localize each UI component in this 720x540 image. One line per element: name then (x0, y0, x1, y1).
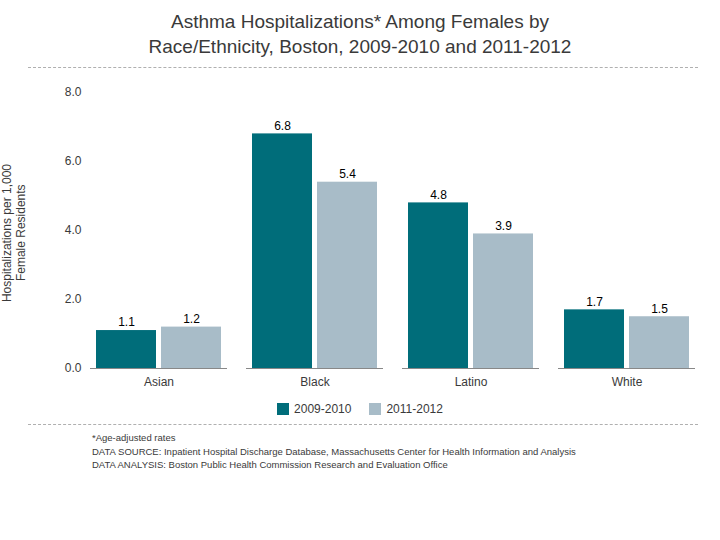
svg-text:4.8: 4.8 (430, 188, 447, 202)
svg-text:Black: Black (300, 375, 330, 389)
html-text:Asthma Hospitalizations* Among: Asthma Hospitalizations* Among Females b… (148, 11, 572, 57)
svg-text:1.5: 1.5 (651, 302, 668, 316)
svg-text:2.0: 2.0 (65, 293, 82, 307)
svg-text:3.9: 3.9 (495, 219, 512, 233)
svg-text:Asian: Asian (144, 375, 174, 389)
svg-text:1.7: 1.7 (586, 295, 603, 309)
html-text:2011-2012: 2011-2012 (386, 402, 443, 417)
svg-text:1.1: 1.1 (118, 316, 135, 330)
svg-text:6.8: 6.8 (274, 119, 291, 133)
svg-text:White: White (612, 375, 643, 389)
html-text:Hospitalizations per 1,000 Fem: Hospitalizations per 1,000 Female Reside… (0, 164, 28, 303)
svg-text:4.0: 4.0 (65, 224, 82, 238)
html-text:*Age-adjusted rates DATA SOURC: *Age-adjusted rates DATA SOURCE: Inpatie… (92, 432, 576, 470)
svg-text:Latino: Latino (455, 375, 488, 389)
svg-text:0.0: 0.0 (65, 362, 82, 376)
svg-text:5.4: 5.4 (339, 167, 356, 181)
svg-text:6.0: 6.0 (65, 155, 82, 169)
svg-text:1.2: 1.2 (183, 312, 200, 326)
html-text:2009-2010: 2009-2010 (294, 402, 352, 417)
svg-text:8.0: 8.0 (65, 86, 82, 100)
